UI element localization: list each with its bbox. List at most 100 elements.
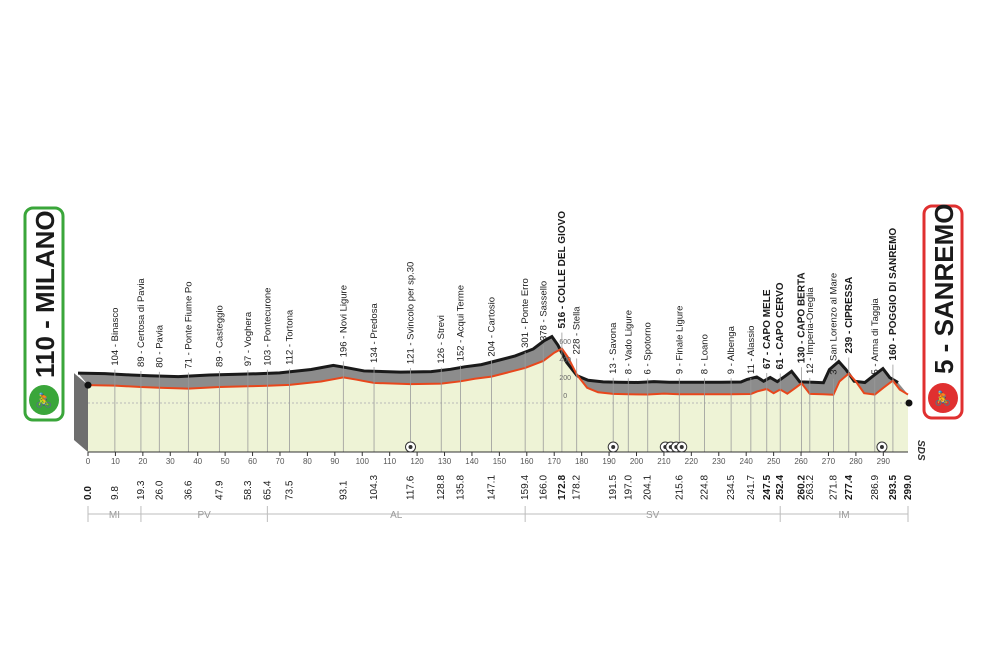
place-label: 3 - San Lorenzo al Mare bbox=[828, 273, 839, 375]
place-label: 152 - Acqui Terme bbox=[455, 285, 466, 361]
place-label: 378 - Sassello bbox=[538, 281, 549, 341]
place-label: 239 - CIPRESSA bbox=[844, 277, 855, 354]
km-mark-label: 224.8 bbox=[700, 475, 711, 500]
place-label: 8 - Loano bbox=[700, 334, 711, 374]
km-mark-label: 234.5 bbox=[726, 475, 737, 500]
finish-badge-frame bbox=[922, 204, 964, 420]
start-badge: 110 - MILANO 🚴 bbox=[23, 206, 65, 422]
km-axis-tick-label: 60 bbox=[248, 457, 257, 466]
place-label: 6 - Spotorno bbox=[643, 322, 654, 374]
finish-dot bbox=[905, 399, 913, 407]
km-mark-label: 252.4 bbox=[775, 475, 786, 500]
elevation-tick-label: 400 bbox=[559, 357, 571, 364]
km-mark-label: 19.3 bbox=[136, 480, 147, 500]
ground-area bbox=[88, 348, 908, 452]
ridge-line bbox=[77, 334, 899, 385]
km-mark-label: 263.2 bbox=[805, 475, 816, 500]
elevation-tick-label: 600 bbox=[559, 339, 571, 346]
km-axis-tick-label: 70 bbox=[276, 457, 285, 466]
km-mark-label: 36.6 bbox=[183, 480, 194, 500]
place-label: 9 - Finale Ligure bbox=[674, 306, 685, 375]
km-axis-tick-label: 30 bbox=[166, 457, 175, 466]
start-cyclist-icon bbox=[29, 385, 59, 415]
km-axis-tick-label: 100 bbox=[356, 457, 370, 466]
km-axis-tick-label: 130 bbox=[438, 457, 452, 466]
sprint-icon-core bbox=[611, 445, 616, 449]
km-axis-tick-label: 210 bbox=[657, 457, 671, 466]
province-label: AL bbox=[390, 510, 403, 521]
km-axis-tick-label: 280 bbox=[849, 457, 863, 466]
km-mark-label: 241.7 bbox=[746, 475, 757, 500]
km-axis-tick-label: 90 bbox=[330, 457, 339, 466]
km-axis-tick-label: 0 bbox=[86, 457, 91, 466]
place-label: 9 - Albenga bbox=[726, 325, 737, 374]
km-mark-label: 204.1 bbox=[643, 475, 654, 500]
km-mark-label: 166.0 bbox=[538, 475, 549, 500]
place-label: 67 - CAPO MELE bbox=[762, 289, 773, 369]
km-axis-tick-label: 160 bbox=[520, 457, 534, 466]
km-axis-tick-label: 230 bbox=[712, 457, 726, 466]
km-axis-tick-label: 240 bbox=[740, 457, 754, 466]
km-mark-label: 293.5 bbox=[888, 475, 899, 500]
km-axis-tick-label: 40 bbox=[193, 457, 202, 466]
place-labels: 104 - Binasco 89 - Certosa di Pavia 80 - P… bbox=[110, 211, 899, 452]
km-mark-label: 128.8 bbox=[436, 475, 447, 500]
sprint-icon-core bbox=[408, 445, 413, 449]
place-label: 160 - POGGIO DI SANREMO bbox=[888, 228, 899, 361]
province-bar: MI PV AL SV IM bbox=[87, 506, 909, 522]
km-mark-label: 0.0 bbox=[83, 486, 94, 500]
km-mark-label: 26.0 bbox=[154, 480, 165, 500]
km-mark-label: 191.5 bbox=[608, 475, 619, 500]
place-label: 97 - Voghera bbox=[243, 311, 254, 366]
sprint-icon-core bbox=[679, 445, 684, 449]
place-label: 104 - Binasco bbox=[110, 308, 121, 366]
place-label: 71 - Ponte Fiume Po bbox=[183, 281, 194, 368]
km-axis: 0 10 20 30 40 50 60 70 80 90 100 110 120 130 140 150 160… bbox=[83, 441, 914, 500]
profile-layer: 600 400 200 0 bbox=[74, 334, 913, 452]
km-mark-label: 117.6 bbox=[406, 475, 417, 500]
province-label: MI bbox=[109, 510, 120, 521]
start-cyclist-glyph: 🚴 bbox=[35, 392, 52, 409]
km-mark-label: 172.8 bbox=[557, 475, 568, 500]
km-axis-tick-label: 80 bbox=[303, 457, 312, 466]
km-mark-label: 104.3 bbox=[369, 475, 380, 500]
elevation-tick-label: 0 bbox=[563, 393, 567, 400]
finish-cyclist-icon bbox=[928, 383, 958, 413]
place-label: 121 - Svincolo per sp.30 bbox=[406, 262, 417, 364]
km-axis-tick-label: 270 bbox=[822, 457, 836, 466]
place-label: 134 - Predosa bbox=[369, 303, 380, 363]
sprint-icon-core bbox=[879, 445, 884, 449]
km-mark-label: 215.6 bbox=[674, 475, 685, 500]
place-label: 61 - CAPO CERVO bbox=[775, 282, 786, 369]
place-label: 103 - Pontecurone bbox=[262, 288, 273, 366]
km-mark-label: 65.4 bbox=[262, 480, 273, 500]
province-label: PV bbox=[197, 510, 211, 521]
place-label: 112 - Tortona bbox=[285, 309, 296, 365]
km-mark-label: 271.8 bbox=[828, 475, 839, 500]
place-label: 89 - Casteggio bbox=[214, 305, 225, 367]
finish-badge: 5 - SANREMO 🚴 bbox=[922, 204, 964, 420]
km-mark-label: 58.3 bbox=[243, 480, 254, 500]
km-axis-tick-label: 140 bbox=[465, 457, 479, 466]
km-mark-label: 147.1 bbox=[486, 475, 497, 500]
km-axis-tick-label: 200 bbox=[630, 457, 644, 466]
place-label: 13 - Savona bbox=[608, 322, 619, 374]
finish-label: 5 - SANREMO bbox=[929, 204, 959, 374]
start-dot bbox=[84, 381, 92, 389]
province-label: SV bbox=[646, 510, 660, 521]
km-mark-label: 159.4 bbox=[520, 475, 531, 500]
km-mark-label: 135.8 bbox=[455, 475, 466, 500]
place-label: 89 - Certosa di Pavia bbox=[136, 278, 147, 367]
km-axis-tick-label: 50 bbox=[221, 457, 230, 466]
start-badge-frame bbox=[23, 206, 65, 422]
km-axis-tick-label: 190 bbox=[602, 457, 616, 466]
km-axis-tick-label: 170 bbox=[548, 457, 562, 466]
footer-logo: SDS bbox=[915, 440, 926, 461]
start-label: 110 - MILANO bbox=[30, 210, 60, 378]
km-axis-tick-label: 120 bbox=[410, 457, 424, 466]
place-label: 228 - Stella bbox=[572, 306, 583, 355]
km-mark-label: 93.1 bbox=[338, 480, 349, 500]
km-mark-label: 277.4 bbox=[844, 475, 855, 500]
elevation-tick-label: 200 bbox=[559, 375, 571, 382]
